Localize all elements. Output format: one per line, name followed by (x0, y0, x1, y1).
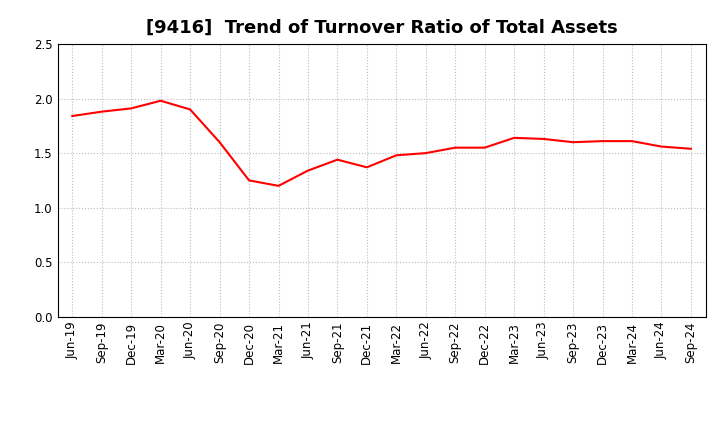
Title: [9416]  Trend of Turnover Ratio of Total Assets: [9416] Trend of Turnover Ratio of Total … (145, 19, 618, 37)
